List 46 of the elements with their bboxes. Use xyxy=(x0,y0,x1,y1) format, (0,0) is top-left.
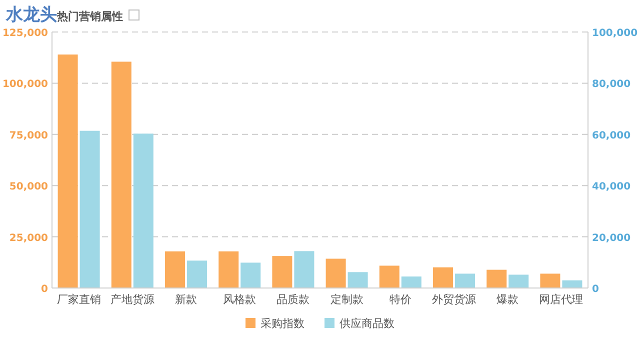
y-tick-label: 50,000 xyxy=(9,182,48,193)
bar xyxy=(401,276,422,288)
bar xyxy=(433,267,453,288)
chart-title: 水龙头 xyxy=(5,5,57,25)
bar xyxy=(240,262,261,288)
bar xyxy=(133,134,154,288)
bar xyxy=(272,256,292,288)
bar xyxy=(348,272,368,288)
x-tick-label: 定制款 xyxy=(330,293,364,306)
bar xyxy=(58,54,78,288)
x-tick-label: 特价 xyxy=(389,293,412,306)
x-tick-label: 品质款 xyxy=(276,293,310,306)
chart-subtitle: 热门营销属性 xyxy=(56,10,123,23)
x-tick-label: 厂家直销 xyxy=(56,293,101,306)
x-tick-label: 爆款 xyxy=(496,293,519,306)
bar xyxy=(540,274,560,288)
bar xyxy=(486,270,507,288)
y-tick-label: 0 xyxy=(41,284,48,295)
y2-tick-label: 60,000 xyxy=(592,130,631,142)
bar xyxy=(165,251,185,288)
bar xyxy=(111,62,132,288)
bar xyxy=(562,280,582,288)
bar xyxy=(294,251,314,288)
x-tick-label: 新款 xyxy=(175,293,197,306)
y2-tick-label: 100,000 xyxy=(592,28,638,39)
legend-label: 供应商品数 xyxy=(340,317,394,330)
y2-tick-label: 0 xyxy=(592,284,599,295)
bar xyxy=(379,266,400,288)
bar xyxy=(508,274,529,288)
x-tick-label: 网店代理 xyxy=(539,293,584,306)
bar xyxy=(187,260,207,288)
x-tick-label: 外贸货源 xyxy=(432,293,476,306)
x-tick-label: 产地货源 xyxy=(110,293,154,306)
y2-tick-label: 80,000 xyxy=(592,79,631,90)
bar xyxy=(218,251,239,288)
bar xyxy=(80,130,100,288)
y-tick-label: 25,000 xyxy=(9,232,48,244)
bar xyxy=(326,258,346,288)
y2-tick-label: 40,000 xyxy=(592,182,631,193)
bar xyxy=(455,274,475,288)
legend-label: 采购指数 xyxy=(260,317,304,330)
x-tick-label: 风格款 xyxy=(223,293,256,306)
y-tick-label: 125,000 xyxy=(2,28,48,39)
y-tick-label: 75,000 xyxy=(9,130,48,142)
y-tick-label: 100,000 xyxy=(2,79,48,90)
y2-tick-label: 20,000 xyxy=(592,232,631,244)
